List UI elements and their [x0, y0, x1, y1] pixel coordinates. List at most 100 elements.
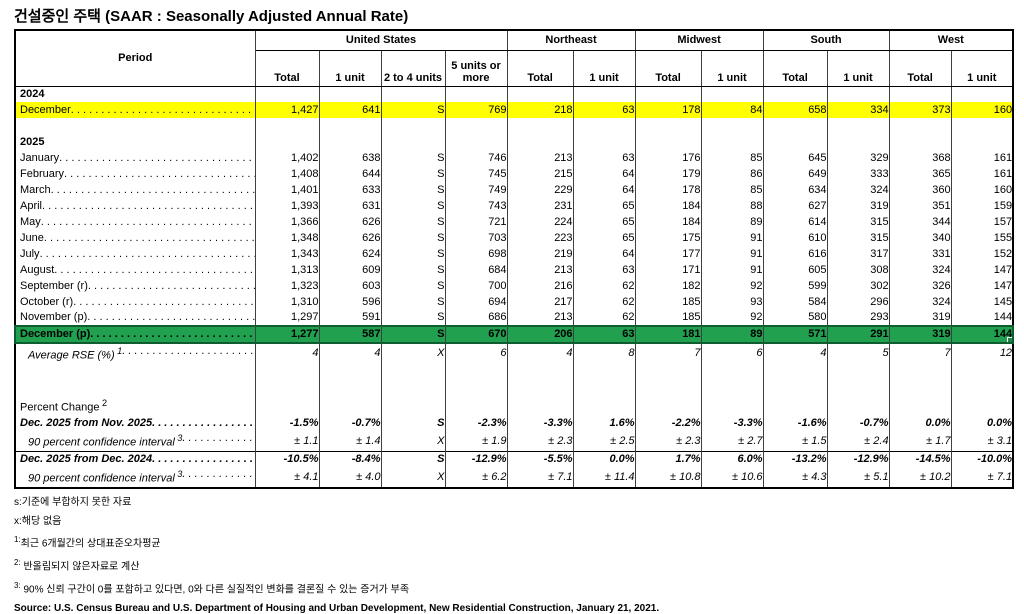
- cell-us-total[interactable]: ± 4.1: [254, 467, 320, 489]
- cell-us-total[interactable]: 4: [254, 343, 320, 364]
- subheader-us-2to4[interactable]: 2 to 4 units: [380, 50, 446, 87]
- cell-mw-1unit[interactable]: 92: [700, 310, 764, 326]
- cell-s-total[interactable]: 645: [762, 150, 828, 166]
- cell-us-total[interactable]: 1,427: [254, 102, 320, 118]
- period-cell[interactable]: 2024: [14, 86, 256, 102]
- cell-us-1unit[interactable]: [318, 118, 382, 134]
- cell-ne-1unit[interactable]: 65: [572, 198, 636, 214]
- cell-w-1unit[interactable]: 160: [950, 102, 1014, 118]
- cell-us-total[interactable]: ± 1.1: [254, 431, 320, 452]
- cell-s-total[interactable]: 584: [762, 294, 828, 310]
- cell-s-total[interactable]: 605: [762, 262, 828, 278]
- period-cell[interactable]: March: [14, 182, 256, 198]
- cell-mw-total[interactable]: 175: [634, 230, 702, 246]
- cell-w-total[interactable]: 7: [888, 343, 952, 364]
- cell-us-2to4[interactable]: S: [380, 450, 446, 468]
- cell-s-1unit[interactable]: 333: [826, 166, 890, 182]
- cell-mw-total[interactable]: 185: [634, 294, 702, 310]
- group-header-northeast[interactable]: Northeast: [506, 30, 636, 51]
- cell-us-total[interactable]: 1,408: [254, 166, 320, 182]
- subheader-ne-total[interactable]: Total: [506, 50, 574, 87]
- subheader-mw-1unit[interactable]: 1 unit: [700, 50, 764, 87]
- group-header-south[interactable]: South: [762, 30, 890, 51]
- cell-us-5plus[interactable]: [444, 86, 508, 102]
- cell-s-1unit[interactable]: -0.7%: [826, 415, 890, 432]
- cell-us-2to4[interactable]: X: [380, 343, 446, 364]
- cell-us-5plus[interactable]: ± 1.9: [444, 431, 508, 452]
- cell-ne-1unit[interactable]: 63: [572, 262, 636, 278]
- cell-us-5plus[interactable]: 670: [444, 325, 508, 344]
- cell-s-total[interactable]: ± 1.5: [762, 431, 828, 452]
- cell-ne-total[interactable]: 215: [506, 166, 574, 182]
- cell-w-1unit[interactable]: [950, 395, 1014, 416]
- cell-ne-total[interactable]: 206: [506, 325, 574, 344]
- cell-s-1unit[interactable]: 317: [826, 246, 890, 262]
- cell-ne-1unit[interactable]: 65: [572, 230, 636, 246]
- cell-mw-total[interactable]: 178: [634, 102, 702, 118]
- cell-mw-total[interactable]: 178: [634, 182, 702, 198]
- cell-s-total[interactable]: 627: [762, 198, 828, 214]
- cell-s-total[interactable]: 616: [762, 246, 828, 262]
- period-cell[interactable]: August: [14, 262, 256, 278]
- cell-w-1unit[interactable]: 12: [950, 343, 1014, 364]
- cell-w-total[interactable]: 319: [888, 310, 952, 326]
- cell-ne-1unit[interactable]: 8: [572, 343, 636, 364]
- cell-ne-1unit[interactable]: 64: [572, 166, 636, 182]
- cell-us-2to4[interactable]: [380, 86, 446, 102]
- cell-w-1unit[interactable]: -10.0%: [950, 450, 1014, 468]
- cell-w-1unit[interactable]: ± 3.1: [950, 431, 1014, 452]
- subheader-s-total[interactable]: Total: [762, 50, 828, 87]
- cell-ne-total[interactable]: -5.5%: [506, 450, 574, 468]
- cell-mw-1unit[interactable]: 84: [700, 102, 764, 118]
- cell-us-total[interactable]: [254, 118, 320, 134]
- cell-s-1unit[interactable]: 5: [826, 343, 890, 364]
- period-cell[interactable]: [14, 118, 256, 134]
- cell-s-1unit[interactable]: 308: [826, 262, 890, 278]
- cell-s-total[interactable]: 614: [762, 214, 828, 230]
- cell-s-total[interactable]: 599: [762, 278, 828, 294]
- cell-w-total[interactable]: ± 10.2: [888, 467, 952, 489]
- cell-us-total[interactable]: 1,323: [254, 278, 320, 294]
- cell-us-total[interactable]: 1,277: [254, 325, 320, 344]
- cell-us-2to4[interactable]: S: [380, 182, 446, 198]
- cell-mw-1unit[interactable]: 92: [700, 278, 764, 294]
- cell-w-1unit[interactable]: 161: [950, 166, 1014, 182]
- cell-us-total[interactable]: [254, 395, 320, 416]
- cell-us-2to4[interactable]: S: [380, 214, 446, 230]
- cell-mw-total[interactable]: ± 2.3: [634, 431, 702, 452]
- cell-mw-1unit[interactable]: 91: [700, 230, 764, 246]
- cell-us-1unit[interactable]: ± 4.0: [318, 467, 382, 489]
- cell-us-2to4[interactable]: S: [380, 325, 446, 344]
- cell-ne-total[interactable]: [506, 363, 574, 380]
- cell-ne-1unit[interactable]: [572, 86, 636, 102]
- cell-ne-1unit[interactable]: 62: [572, 310, 636, 326]
- cell-mw-total[interactable]: -2.2%: [634, 415, 702, 432]
- cell-w-total[interactable]: 368: [888, 150, 952, 166]
- cell-w-total[interactable]: 360: [888, 182, 952, 198]
- cell-us-total[interactable]: -10.5%: [254, 450, 320, 468]
- cell-s-total[interactable]: [762, 379, 828, 396]
- cell-w-1unit[interactable]: 0.0%: [950, 415, 1014, 432]
- cell-ne-total[interactable]: [506, 134, 574, 150]
- cell-us-2to4[interactable]: S: [380, 246, 446, 262]
- cell-ne-1unit[interactable]: ± 2.5: [572, 431, 636, 452]
- subheader-w-total[interactable]: Total: [888, 50, 952, 87]
- cell-us-2to4[interactable]: S: [380, 102, 446, 118]
- cell-mw-1unit[interactable]: 86: [700, 166, 764, 182]
- cell-us-1unit[interactable]: ± 1.4: [318, 431, 382, 452]
- cell-ne-1unit[interactable]: 63: [572, 150, 636, 166]
- cell-mw-total[interactable]: 176: [634, 150, 702, 166]
- cell-w-1unit[interactable]: [950, 363, 1014, 380]
- cell-w-1unit[interactable]: 152: [950, 246, 1014, 262]
- cell-s-1unit[interactable]: 315: [826, 214, 890, 230]
- cell-mw-1unit[interactable]: 88: [700, 198, 764, 214]
- cell-us-2to4[interactable]: S: [380, 294, 446, 310]
- cell-s-total[interactable]: [762, 86, 828, 102]
- cell-w-1unit[interactable]: [950, 379, 1014, 396]
- cell-s-total[interactable]: 649: [762, 166, 828, 182]
- subheader-ne-1unit[interactable]: 1 unit: [572, 50, 636, 87]
- cell-w-total[interactable]: 319: [888, 325, 952, 344]
- cell-mw-total[interactable]: [634, 86, 702, 102]
- cell-mw-1unit[interactable]: -3.3%: [700, 415, 764, 432]
- cell-mw-1unit[interactable]: [700, 379, 764, 396]
